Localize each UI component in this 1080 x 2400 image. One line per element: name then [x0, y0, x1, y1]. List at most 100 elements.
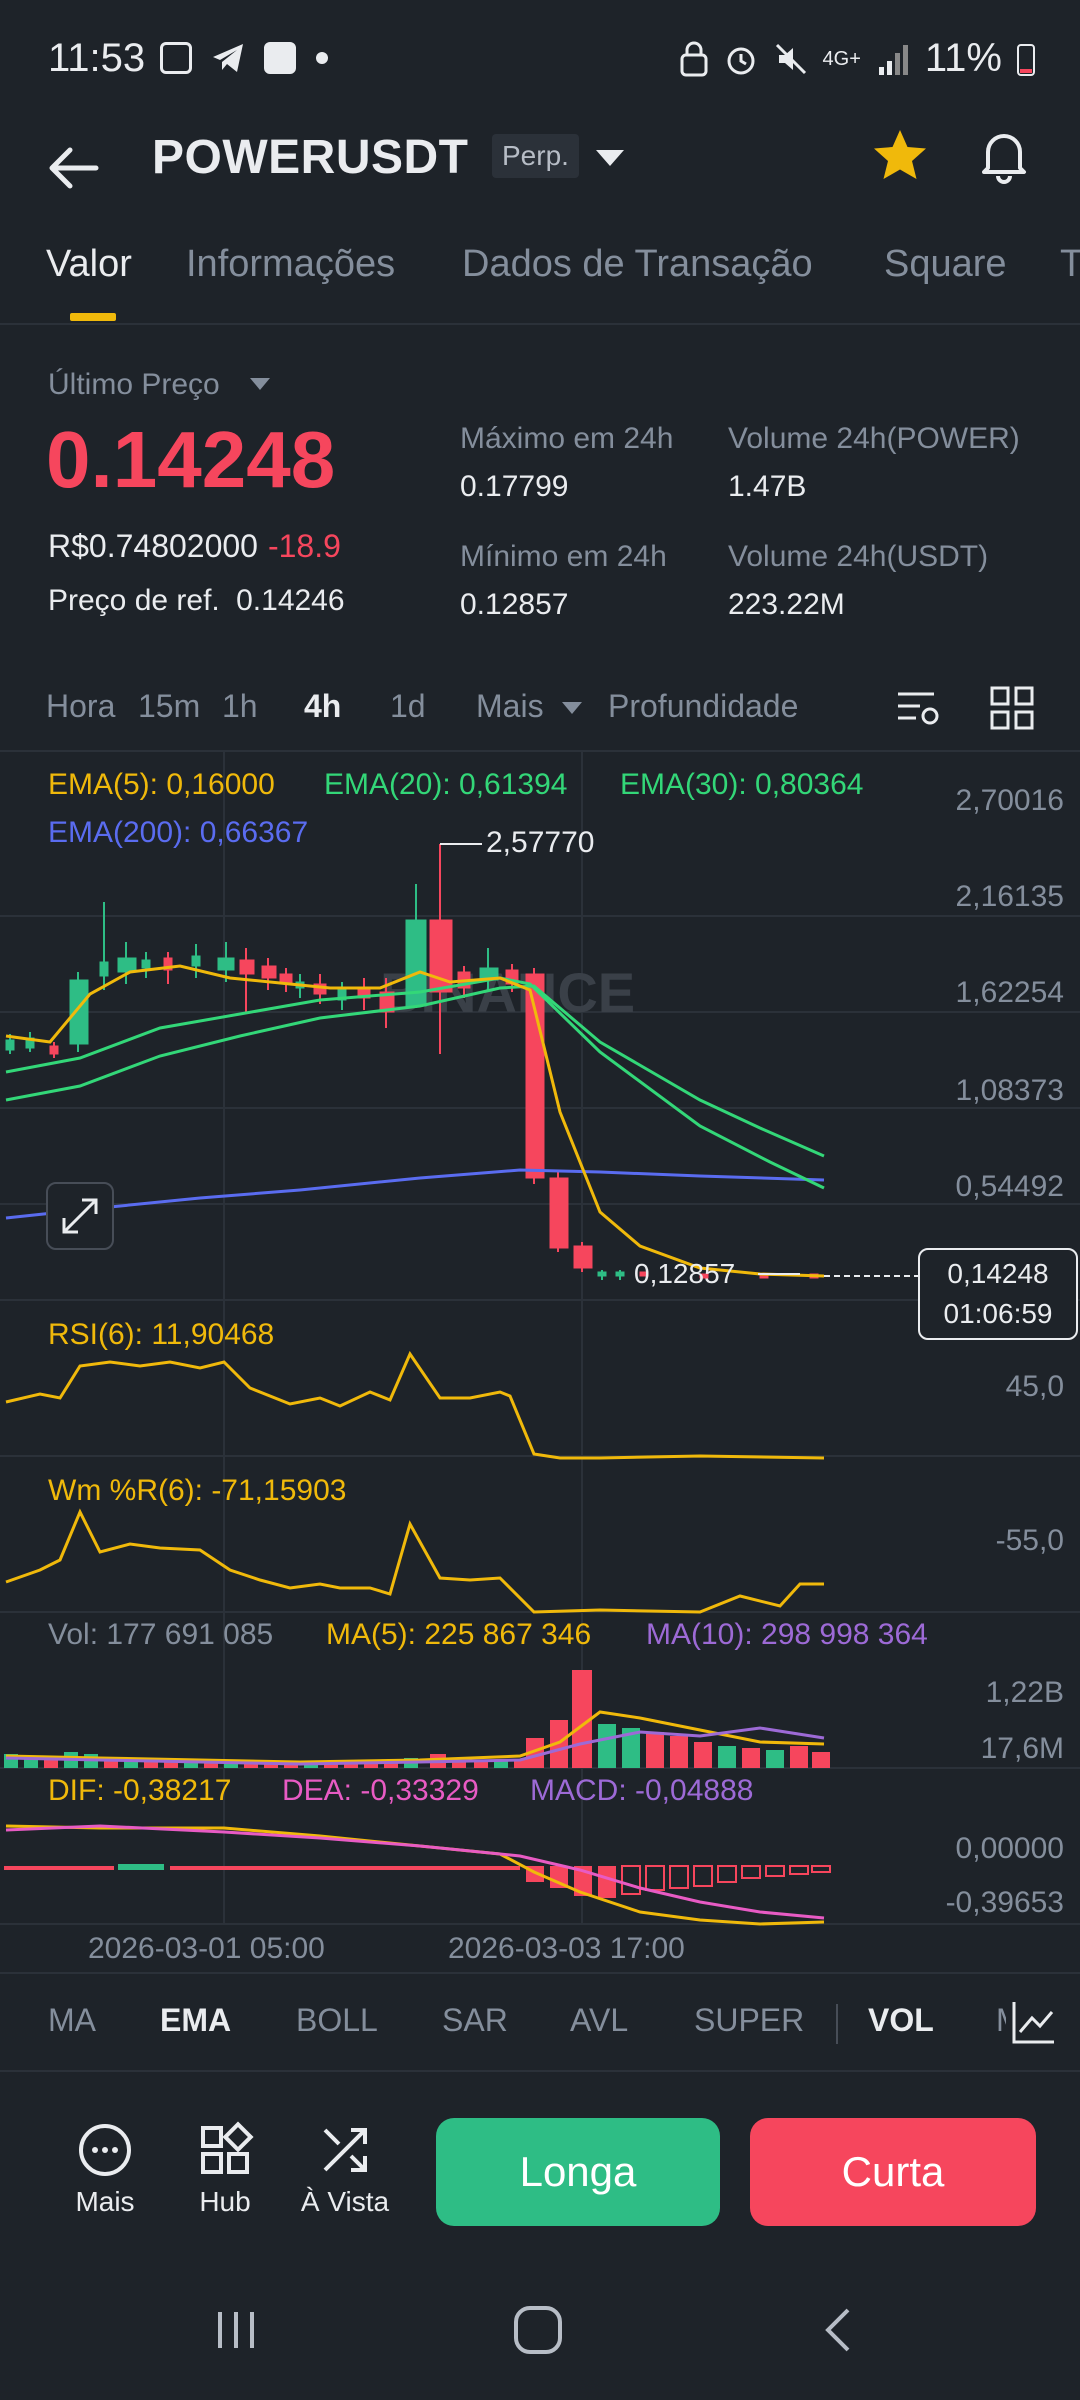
- expand-icon: [62, 1198, 98, 1234]
- telegram-icon: [213, 44, 243, 72]
- app-p-icon: [264, 42, 296, 74]
- tf-profundidade[interactable]: Profundidade: [608, 688, 799, 724]
- x-axis-date: 2026-03-01 05:00: [88, 1932, 325, 1965]
- spot-arrows-icon: [323, 2128, 367, 2172]
- rsi-label: RSI(6): 11,90468: [48, 1318, 275, 1351]
- low-24h-value: 0.12857: [460, 588, 569, 621]
- tf-hora[interactable]: Hora: [46, 688, 116, 724]
- macd-dif-line: [5, 1824, 825, 1926]
- dot-icon: [316, 52, 328, 64]
- high-24h-label: Máximo em 24h: [460, 422, 674, 455]
- ref-price-value: 0.14246: [236, 584, 345, 617]
- recent-apps-icon[interactable]: [206, 2300, 266, 2360]
- bell-icon[interactable]: [972, 124, 1036, 188]
- tf-1d[interactable]: 1d: [390, 688, 426, 724]
- fullscreen-button[interactable]: [46, 1182, 114, 1250]
- tab-valor[interactable]: Valor: [46, 243, 132, 285]
- tab-dados-transacao[interactable]: Dados de Transação: [462, 243, 813, 285]
- ind-tab-truncated[interactable]: M: [996, 2002, 1006, 2039]
- battery-percent: 11%: [924, 36, 1002, 80]
- y-axis-label: 1,08373: [955, 1074, 1064, 1107]
- indicator-settings-icon[interactable]: [1010, 1998, 1058, 2046]
- lock-icon: [680, 41, 708, 76]
- signal-icon: [878, 44, 908, 75]
- back-arrow-icon[interactable]: [44, 138, 104, 198]
- tf-1h[interactable]: 1h: [222, 688, 258, 724]
- tf-mais[interactable]: Mais: [476, 688, 544, 724]
- notification-icons: [160, 40, 330, 76]
- ema200-label: EMA(200): 0,66367: [48, 816, 309, 849]
- fiat-price-row: R$0.74802000 -18.9: [48, 528, 341, 565]
- tf-15m[interactable]: 15m: [138, 688, 201, 724]
- low-24h-label: Mínimo em 24h: [460, 540, 667, 573]
- ind-tab-vol[interactable]: VOL: [868, 2002, 934, 2038]
- tab-informacoes[interactable]: Informações: [186, 243, 396, 285]
- vol-axis-top: 1,22B: [985, 1676, 1064, 1709]
- vol-base-label: Volume 24h(POWER): [728, 422, 1020, 455]
- wr-line: [5, 1508, 824, 1614]
- mute-icon: [775, 43, 806, 74]
- spot-button[interactable]: À Vista: [290, 2120, 400, 2218]
- ind-tab-sar[interactable]: SAR: [442, 2002, 508, 2038]
- wr-axis-label: -55,0: [995, 1524, 1064, 1557]
- volume-bars: [4, 1670, 830, 1768]
- macd-axis-top: 0,00000: [955, 1832, 1064, 1865]
- y-axis-label: 0,54492: [955, 1170, 1064, 1203]
- vol-ma10-label: MA(10): 298 998 364: [646, 1618, 928, 1651]
- ind-tab-boll[interactable]: BOLL: [296, 2002, 378, 2038]
- rsi-line: [5, 1350, 825, 1460]
- macd-dea-line: [5, 1824, 825, 1920]
- ema30-line: [5, 984, 825, 1158]
- last-price-label[interactable]: Último Preço: [48, 368, 220, 401]
- vol-ma5-line: [5, 1710, 825, 1764]
- status-time: 11:53: [48, 36, 146, 80]
- vol-base-value: 1.47B: [728, 470, 807, 503]
- ind-tab-super[interactable]: SUPER: [694, 2002, 805, 2038]
- vol-ma5-label: MA(5): 225 867 346: [326, 1618, 592, 1651]
- ind-tab-ma[interactable]: MA: [48, 2002, 96, 2038]
- kline-chart-canvas[interactable]: BINANCE: [0, 752, 1080, 1952]
- dea-label: DEA: -0,33329: [282, 1774, 479, 1807]
- ema5-line: [5, 964, 825, 1278]
- more-dots-icon: [79, 2124, 131, 2176]
- chart-settings-icon[interactable]: [894, 684, 942, 732]
- hub-button[interactable]: Hub: [170, 2120, 280, 2218]
- favorite-star-icon[interactable]: [868, 124, 932, 188]
- caret-down-icon[interactable]: [562, 702, 582, 714]
- tf-4h[interactable]: 4h: [304, 688, 342, 724]
- ema20-line: [5, 976, 825, 1190]
- spot-label: À Vista: [300, 2186, 390, 2217]
- active-tab-indicator: [70, 313, 116, 321]
- system-icons: 4G+ 11%: [679, 36, 1036, 81]
- more-button[interactable]: Mais: [50, 2120, 160, 2218]
- change-percent: -18.9: [267, 528, 341, 564]
- chevron-down-icon[interactable]: [596, 150, 624, 166]
- current-price-value: 0,14248: [947, 1258, 1049, 1289]
- ref-price-label: Preço de ref.: [48, 584, 220, 617]
- caret-down-icon[interactable]: [250, 378, 270, 390]
- macd-label: MACD: -0,04888: [530, 1774, 754, 1807]
- short-button[interactable]: Curta: [750, 2118, 1036, 2226]
- vol-axis-bottom: 17,6M: [980, 1732, 1064, 1765]
- macd-axis-bottom: -0,39653: [945, 1886, 1064, 1919]
- y-axis-label: 2,70016: [955, 784, 1064, 817]
- y-axis-label: 1,62254: [955, 976, 1064, 1009]
- system-nav-bar: [0, 2270, 1080, 2400]
- long-button[interactable]: Longa: [436, 2118, 720, 2226]
- vol-label: Vol: 177 691 085: [48, 1618, 274, 1651]
- ind-tab-avl[interactable]: AVL: [570, 2002, 629, 2038]
- back-nav-icon[interactable]: [810, 2300, 870, 2360]
- dif-label: DIF: -0,38217: [48, 1774, 232, 1807]
- tab-square[interactable]: Square: [884, 243, 1007, 285]
- ind-tab-ema[interactable]: EMA: [160, 2002, 232, 2038]
- grid-layout-icon[interactable]: [988, 684, 1036, 732]
- current-price-tag: 0,14248 01:06:59: [918, 1248, 1078, 1340]
- tab-truncated[interactable]: T: [1060, 243, 1080, 286]
- candlesticks: [5, 844, 819, 1280]
- kline-chart[interactable]: BINANCE: [0, 750, 1080, 1950]
- home-icon[interactable]: [508, 2300, 568, 2360]
- gallery-icon: [160, 42, 192, 74]
- low-marker-label: 0,12857: [634, 1258, 736, 1289]
- pair-title[interactable]: POWERUSDT: [152, 131, 469, 184]
- divider: [836, 2004, 838, 2044]
